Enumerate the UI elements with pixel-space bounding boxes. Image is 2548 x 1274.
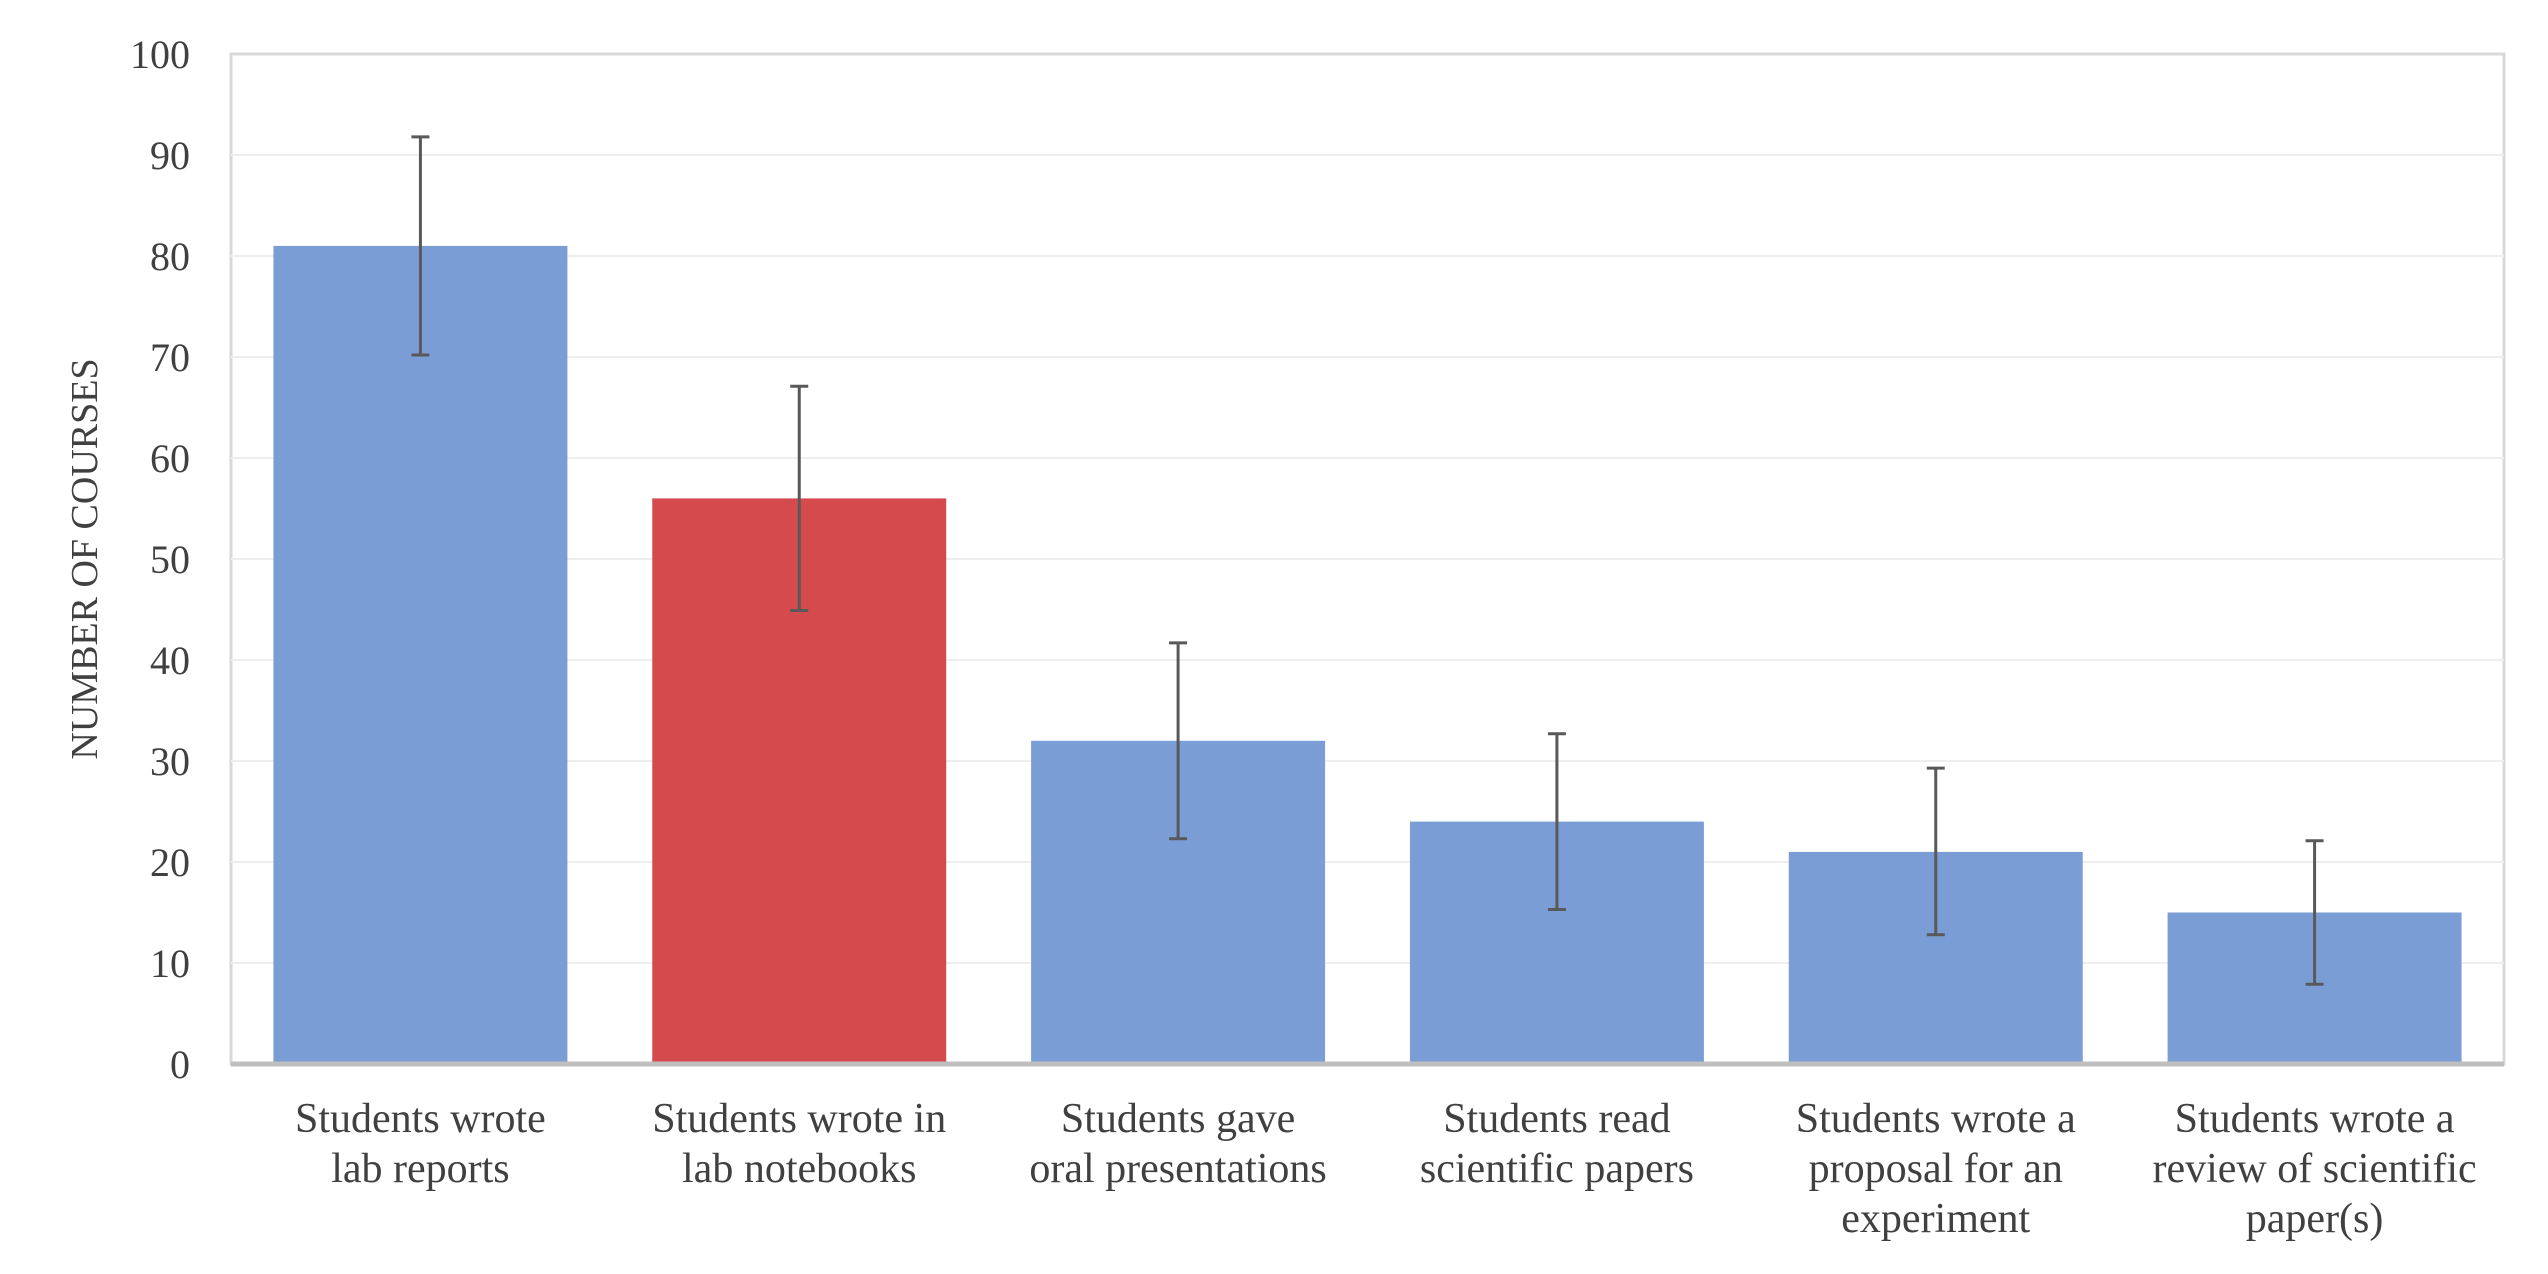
category-label-line: Students wrote a bbox=[2175, 1096, 2455, 1142]
bar bbox=[273, 245, 568, 1064]
y-tick-label: 50 bbox=[150, 537, 190, 582]
y-tick-label: 100 bbox=[130, 32, 190, 77]
category-label-line: lab notebooks bbox=[682, 1146, 916, 1192]
y-tick-label: 80 bbox=[150, 234, 190, 279]
y-tick-label: 30 bbox=[150, 739, 190, 784]
category-label-line: Students wrote in bbox=[652, 1096, 946, 1142]
category-label-line: review of scientific bbox=[2152, 1146, 2476, 1192]
category-label-line: paper(s) bbox=[2246, 1196, 2384, 1242]
category-label-line: proposal for an bbox=[1809, 1146, 2063, 1192]
category-label: Students wrote in lab notebooks bbox=[652, 1096, 946, 1192]
error-bars bbox=[411, 135, 2324, 986]
y-tick-label: 60 bbox=[150, 436, 190, 481]
y-tick-label: 40 bbox=[150, 638, 190, 683]
y-tick-labels: 0 10 20 30 40 50 60 70 80 90 100 bbox=[130, 32, 190, 1087]
y-tick-label: 0 bbox=[170, 1042, 190, 1087]
category-label-line: experiment bbox=[1841, 1196, 2030, 1242]
y-tick-label: 70 bbox=[150, 335, 190, 380]
category-label: Students wrote a review of scientific pape… bbox=[2152, 1096, 2476, 1242]
category-label: Students wrote a proposal for an experimen… bbox=[1796, 1096, 2076, 1242]
category-label: Students read scientific papers bbox=[1420, 1096, 1694, 1192]
category-label-line: Students read bbox=[1443, 1096, 1670, 1142]
category-label-line: oral presentations bbox=[1029, 1146, 1326, 1192]
category-label-line: Students gave bbox=[1061, 1096, 1295, 1142]
category-label: Students gave oral presentations bbox=[1029, 1096, 1326, 1192]
category-label-line: Students wrote bbox=[295, 1096, 546, 1142]
category-label-line: Students wrote a bbox=[1796, 1096, 2076, 1142]
x-tick-labels: Students wrote lab reports Students wrote … bbox=[295, 1096, 2477, 1242]
category-label-line: lab reports bbox=[331, 1146, 509, 1192]
y-tick-label: 90 bbox=[150, 133, 190, 178]
y-tick-label: 20 bbox=[150, 840, 190, 885]
y-tick-label: 10 bbox=[150, 941, 190, 986]
category-label: Students wrote lab reports bbox=[295, 1096, 546, 1192]
y-axis-title: NUMBER OF COURSES bbox=[64, 358, 106, 759]
category-label-line: scientific papers bbox=[1420, 1146, 1694, 1192]
gridlines bbox=[231, 154, 2504, 964]
